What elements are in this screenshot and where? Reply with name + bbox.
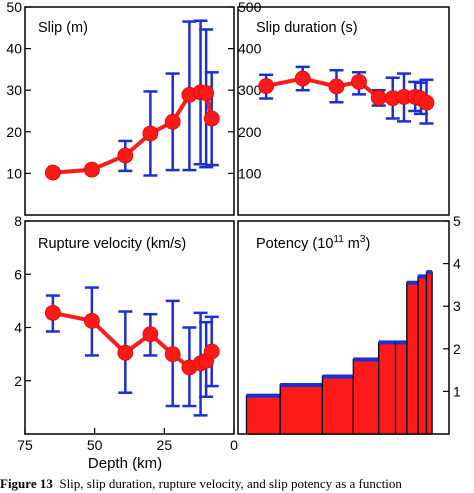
slip-right-tick-label-2: 300 [238,82,262,98]
slip-frame [24,6,235,216]
potency-title-unit: m [344,236,360,252]
potency-bar-body-7 [417,275,428,435]
slip-point-8 [203,110,220,127]
slip-duration-panel [237,6,450,216]
potency-bar-cap-2 [322,374,354,379]
velocity-ytick-label-0: 2 [14,373,22,389]
potency-bar-body-2 [321,375,354,435]
x-axis-label: Depth (km) [88,455,162,472]
potency-bar-body-5 [394,341,408,435]
potency-bar-body-8 [425,271,433,435]
duration-frame [237,6,450,216]
velocity-point-2 [117,344,134,361]
potency-bar-cap-5 [395,340,407,345]
potency-panel: 5 4 3 2 1 [237,213,461,435]
duration-point-2 [328,78,345,95]
rupture-velocity-panel-title: Rupture velocity (km/s) [38,236,186,252]
slip-point-2 [117,147,134,164]
potency-bar-6 [406,280,419,435]
duration-point-0 [258,78,275,94]
potency-bar-body-3 [352,358,380,435]
potency-bar-body-1 [279,384,324,435]
duration-point-9 [418,94,435,111]
potency-bar-cap-4 [378,340,396,345]
potency-right-tick-label-1: 4 [453,256,461,272]
potency-bar-0 [245,393,281,435]
slip-right-tick-label-1: 400 [238,41,262,57]
potency-title-main: Potency (10 [256,236,333,252]
slip-point-0 [44,164,61,181]
potency-bar-3 [352,357,380,435]
velocity-xtick-label-2: 25 [157,437,173,453]
potency-bar-cap-7 [418,274,427,279]
figure-caption: Figure 13 Slip, slip duration, rupture v… [0,475,474,493]
velocity-xtick-label-3: 0 [230,437,238,453]
slip-point-1 [83,161,100,178]
velocity-point-0 [44,304,61,321]
potency-right-tick-label-4: 1 [453,383,461,399]
slip-ytick-label-2: 30 [6,82,22,98]
slip-ytick-label-1: 20 [6,124,22,140]
potency-bar-7 [417,274,428,435]
caption-label: Figure 13 [0,476,53,491]
velocity-ytick-label-2: 6 [14,266,22,282]
velocity-point-4 [164,346,181,363]
velocity-point-1 [83,312,100,329]
velocity-frame [24,220,235,435]
potency-bar-8 [425,270,433,435]
slip-point-3 [142,125,159,142]
slip-right-tick-label-4: 100 [238,165,262,181]
potency-bar-body-0 [245,395,281,435]
velocity-point-8 [203,343,220,360]
potency-bar-5 [394,340,408,435]
potency-bar-cap-6 [406,280,419,285]
duration-point-4 [370,89,387,106]
potency-bar-cap-3 [353,357,379,362]
velocity-series-line [52,310,214,370]
velocity-xtick-label-1: 50 [87,437,103,453]
potency-bar-4 [378,340,397,435]
rupture-velocity-panel: 2 4 6 8 75 50 25 0 [14,213,238,453]
slip-series-line [52,90,214,175]
potency-title-end: ) [365,236,370,252]
slip-point-4 [164,113,181,130]
potency-title-unit-exponent: 3 [360,234,366,245]
slip-point-7 [198,85,215,102]
velocity-ytick-label-3: 8 [14,213,22,229]
potency-right-tick-label-2: 3 [453,298,461,314]
potency-panel-title: Potency (1011 m3) [256,234,370,252]
potency-bar-cap-0 [246,393,281,398]
duration-point-1 [294,70,311,87]
potency-right-tick-label-3: 2 [453,341,461,357]
potency-bar-1 [279,383,324,435]
potency-bar-2 [321,374,354,435]
slip-panel-title: Slip (m) [38,20,88,36]
duration-point-3 [351,73,367,90]
potency-bar-cap-1 [280,383,323,388]
velocity-xtick-label-0: 75 [17,437,33,453]
potency-bar-cap-8 [426,270,433,275]
potency-bar-body-4 [378,341,397,435]
potency-title-exponent: 11 [333,234,344,245]
slip-duration-panel-title: Slip duration (s) [256,20,358,36]
potency-right-tick-label-0: 5 [453,213,461,229]
velocity-point-3 [142,326,159,343]
potency-bar-body-6 [406,282,419,435]
slip-ytick-label-4: 50 [6,0,22,15]
slip-right-tick-label-3: 200 [238,124,262,140]
slip-ytick-label-0: 10 [6,165,22,181]
slip-ytick-label-3: 40 [6,41,22,57]
caption-text: Slip, slip duration, rupture velocity, a… [59,476,402,491]
velocity-ytick-label-1: 4 [14,320,22,336]
